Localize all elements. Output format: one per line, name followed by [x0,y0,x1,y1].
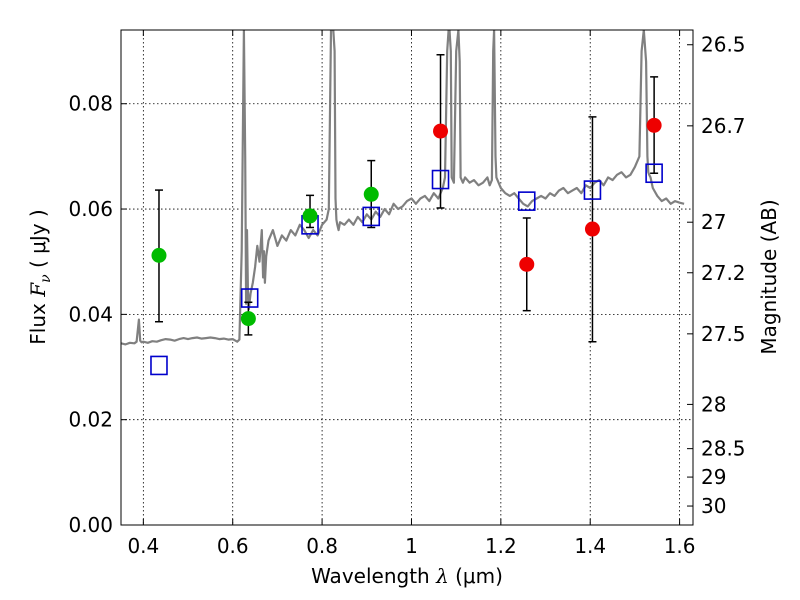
green-data-point [363,186,379,202]
green-data-point [240,311,256,327]
y-axis-label-unit: ( μJy ) [26,209,50,274]
y-tick-label: 0.08 [68,92,113,116]
x-axis-label-unit: (μm) [449,564,503,588]
x-tick-label: 1.6 [664,534,696,558]
y-tick-label: 0.00 [68,513,113,537]
model-square-marker [431,169,450,190]
x-axis-ticks: 0.4 0.6 0.8 1 1.2 1.4 1.6 [127,30,696,558]
y-tick-label: 0.06 [68,197,113,221]
red-data-point [519,256,535,272]
x-tick-label: 0.8 [306,534,338,558]
model-square-marker [517,191,536,211]
y-tick-label: 0.04 [68,302,113,326]
red-data-point [584,221,600,237]
green-data-point [151,247,167,263]
right-tick-label: 28 [701,392,726,416]
model-square-marker [150,355,168,376]
right-tick-label: 27.5 [701,322,746,346]
x-tick-label: 1.2 [485,534,517,558]
x-axis-label: Wavelength λ (μm) [311,564,503,588]
x-tick-label: 0.4 [127,534,159,558]
right-axis-ticks: 26.5 26.7 27 27.2 27.5 28 28.5 29 30 [687,33,746,518]
photometry-dot-layer [151,117,662,327]
y-axis-label-prefix: Flux [26,297,50,345]
plot-area [121,30,693,525]
right-tick-label: 26.5 [701,33,746,57]
model-square-marker [362,206,381,227]
y-axis-label-subscript: ν [38,274,54,283]
right-tick-label: 27 [701,210,726,234]
x-axis-label-symbol: λ [435,564,449,588]
x-tick-label: 0.6 [217,534,249,558]
y-tick-label: 0.02 [68,408,113,432]
model-square-marker [240,288,259,308]
x-tick-label: 1 [405,534,418,558]
green-data-point [302,208,318,224]
y-axis-label: Flux Fν ( μJy ) [26,209,54,344]
right-tick-label: 29 [701,465,726,489]
model-square-marker [583,180,602,200]
y-axis-ticks: 0.00 0.02 0.04 0.06 0.08 [68,92,127,537]
red-data-point [646,117,662,133]
x-tick-label: 1.4 [574,534,606,558]
x-axis-label-prefix: Wavelength [311,564,436,588]
right-tick-label: 30 [701,494,726,518]
right-tick-label: 27.2 [701,261,746,285]
red-data-point [433,123,449,139]
y-axis-label-symbol: F [26,282,50,298]
model-square-marker [645,163,663,184]
right-axis-label: Magnitude (AB) [757,199,781,354]
plot-frame [120,29,694,526]
right-tick-label: 26.7 [701,114,746,138]
right-tick-label: 28.5 [701,437,746,461]
